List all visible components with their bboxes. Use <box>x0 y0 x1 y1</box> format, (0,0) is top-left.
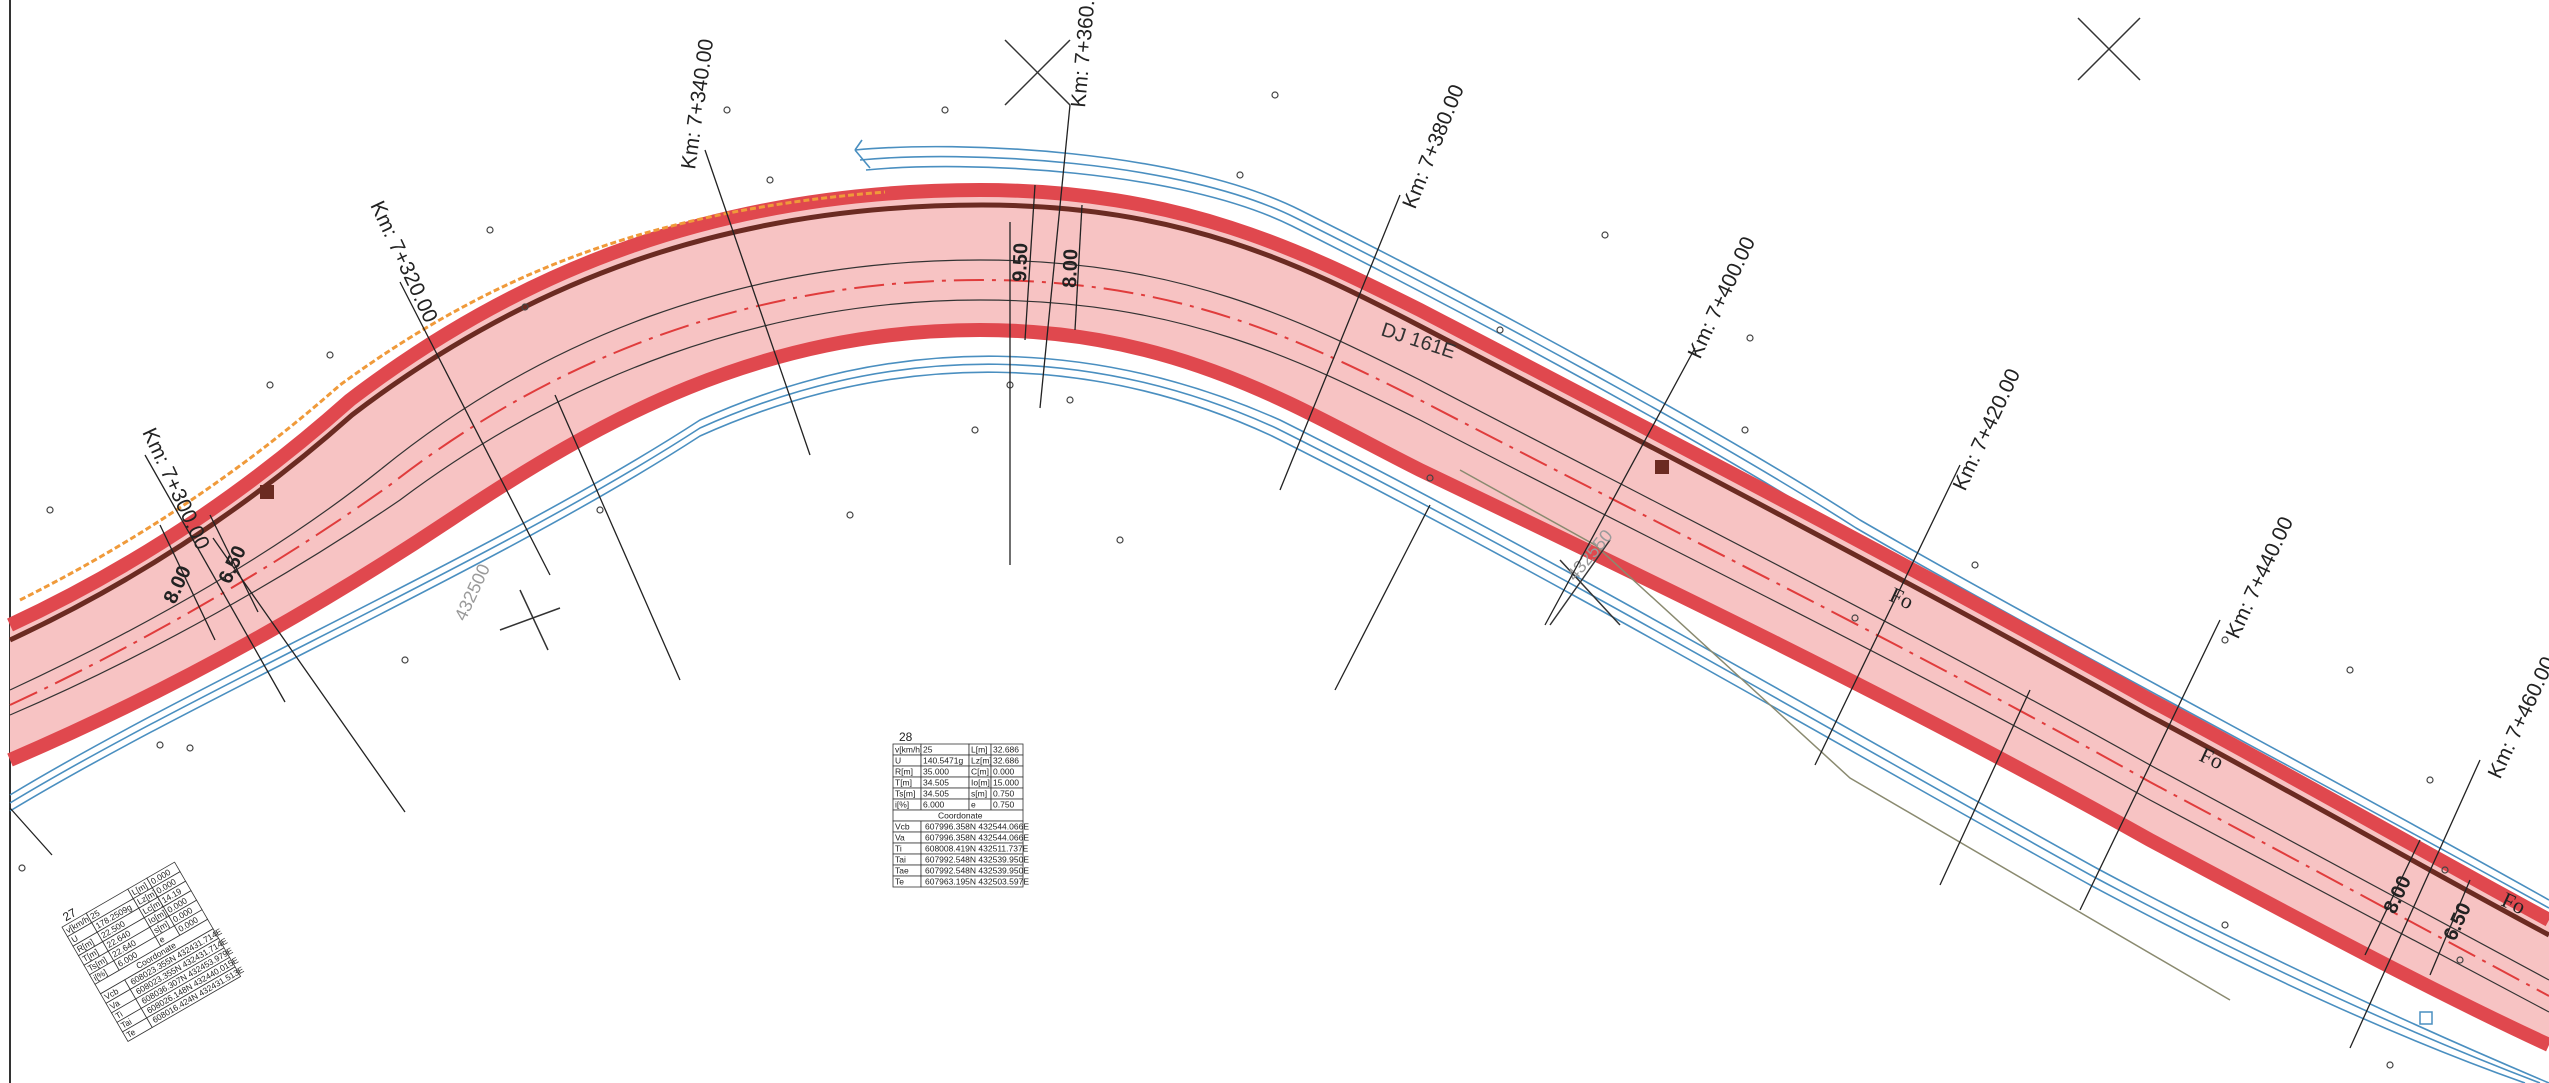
table-cell <box>146 966 242 1028</box>
table-cell-text: i[%] <box>895 800 909 810</box>
road-north-edge <box>7 182 2549 927</box>
table-cell-text: e <box>157 934 166 945</box>
coordinates-title: Coordonate <box>938 811 983 821</box>
table-cell-text: 32.686 <box>993 745 1019 755</box>
north-curb-line <box>8 202 2549 938</box>
survey-points <box>18 91 2464 1069</box>
table-cell-text: 32.686 <box>993 756 1019 766</box>
table-cell-text: Lz[m] <box>971 756 992 766</box>
coord-point-name: Va <box>895 833 905 843</box>
table-cell-text: 0.750 <box>993 800 1015 810</box>
curve-parameters: v[km/h] 25 L[m] 32.686 U 140.5471g Lz[m] 32.686… <box>892 743 1029 888</box>
curb-marker <box>1655 460 1669 474</box>
grid-coordinate-label: 432500 <box>450 561 494 624</box>
table-cell-text: v[km/h] <box>895 745 922 755</box>
table-cell-text: U <box>895 756 901 766</box>
curb-marker <box>260 485 274 499</box>
table-cell-text: 25 <box>923 745 933 755</box>
chainage-label: Km: 7+420.00 <box>1949 365 2025 494</box>
coord-point-name: Va <box>108 998 122 1012</box>
lane-lines <box>9 259 2549 1013</box>
table-cell-text: U <box>69 933 79 945</box>
table-cell-text: Ts[m] <box>895 789 915 799</box>
south-utility-lines <box>9 355 2549 1083</box>
curve-number: 28 <box>899 730 913 744</box>
road-south-edge <box>7 322 2549 1052</box>
coord-point-name: Vcb <box>895 822 910 832</box>
chainage-label: Km: 7+320.00 <box>365 197 441 326</box>
coord-value: 608008.419N 432511.737E <box>925 844 1029 854</box>
table-cell-text: 6.000 <box>923 800 945 810</box>
coord-value: 607992.548N 432539.950E <box>925 855 1029 865</box>
curve-table-28: 28 v[km/h] 25 L[m] 32.686 U 140.5471g Lz[m] 32.… <box>892 730 1029 888</box>
road-axis-line <box>9 278 2549 997</box>
coord-point-name: Tai <box>895 855 906 865</box>
chainage-label: Km: 7+400.00 <box>1684 233 1760 362</box>
side-utility-line <box>1459 469 2231 1001</box>
table-cell-text: 34.505 <box>923 778 949 788</box>
coord-point-name: Ti <box>895 844 902 854</box>
table-cell-text: 0.750 <box>993 789 1015 799</box>
table-cell-text: 15.000 <box>993 778 1019 788</box>
curve-table-27: 27 v[km/h]25L[m]0.000U178.2509gLz[m]0.00… <box>60 861 246 1042</box>
curve-parameters: v[km/h]25L[m]0.000U178.2509gLz[m]0.000R[… <box>61 861 246 1042</box>
coord-value: 607963.195N 432503.597E <box>925 877 1029 887</box>
chainage-label: Km: 7+380.00 <box>1398 81 1469 211</box>
chainage-label: Km: 7+440.00 <box>2222 513 2298 642</box>
coord-point-name: Te <box>895 877 904 887</box>
dimension-label: 9.50 <box>1009 242 1032 282</box>
dimension-label: 8.00 <box>1059 248 1082 288</box>
table-cell-text: C[m] <box>971 767 989 777</box>
curve-number: 27 <box>60 905 79 924</box>
table-cell <box>920 875 1024 888</box>
coord-point-name: Tai <box>119 1016 134 1030</box>
table-cell-text: e <box>971 800 976 810</box>
table-cell-text: 140.5471g <box>923 756 963 766</box>
table-cell-text: Io[m] <box>971 778 990 788</box>
table-cell-text: L[m] <box>971 745 988 755</box>
coord-value: 607996.358N 432544.066E <box>925 822 1029 832</box>
coord-point-name: Ti <box>113 1009 124 1021</box>
coord-value: 607996.358N 432544.066E <box>925 833 1029 843</box>
chainage-label: Km: 7+340.00 <box>677 37 718 170</box>
curb-marker <box>2419 1011 2433 1025</box>
table-cell-text: 34.505 <box>923 789 949 799</box>
coord-value: 607992.548N 432539.950E <box>925 866 1029 876</box>
dimension-lines <box>159 184 2471 976</box>
road-corridor-fill <box>10 190 2549 1045</box>
table-cell-text: s[m] <box>971 789 987 799</box>
table-cell-text: 0.000 <box>993 767 1015 777</box>
table-cell-text: 25 <box>88 908 101 922</box>
coord-point-name: Tae <box>895 866 909 876</box>
table-cell-text: R[m] <box>895 767 913 777</box>
chainage-label: Km: 7+460.00 <box>2484 653 2549 782</box>
cross-markers <box>499 17 2141 651</box>
chainage-lines <box>9 104 2481 1049</box>
sidewalk-strip <box>19 190 886 602</box>
table-cell-text: 35.000 <box>923 767 949 777</box>
chainage-label: Km: 7+360.00 <box>1067 0 1101 108</box>
table-cell-text: T[m] <box>895 778 912 788</box>
